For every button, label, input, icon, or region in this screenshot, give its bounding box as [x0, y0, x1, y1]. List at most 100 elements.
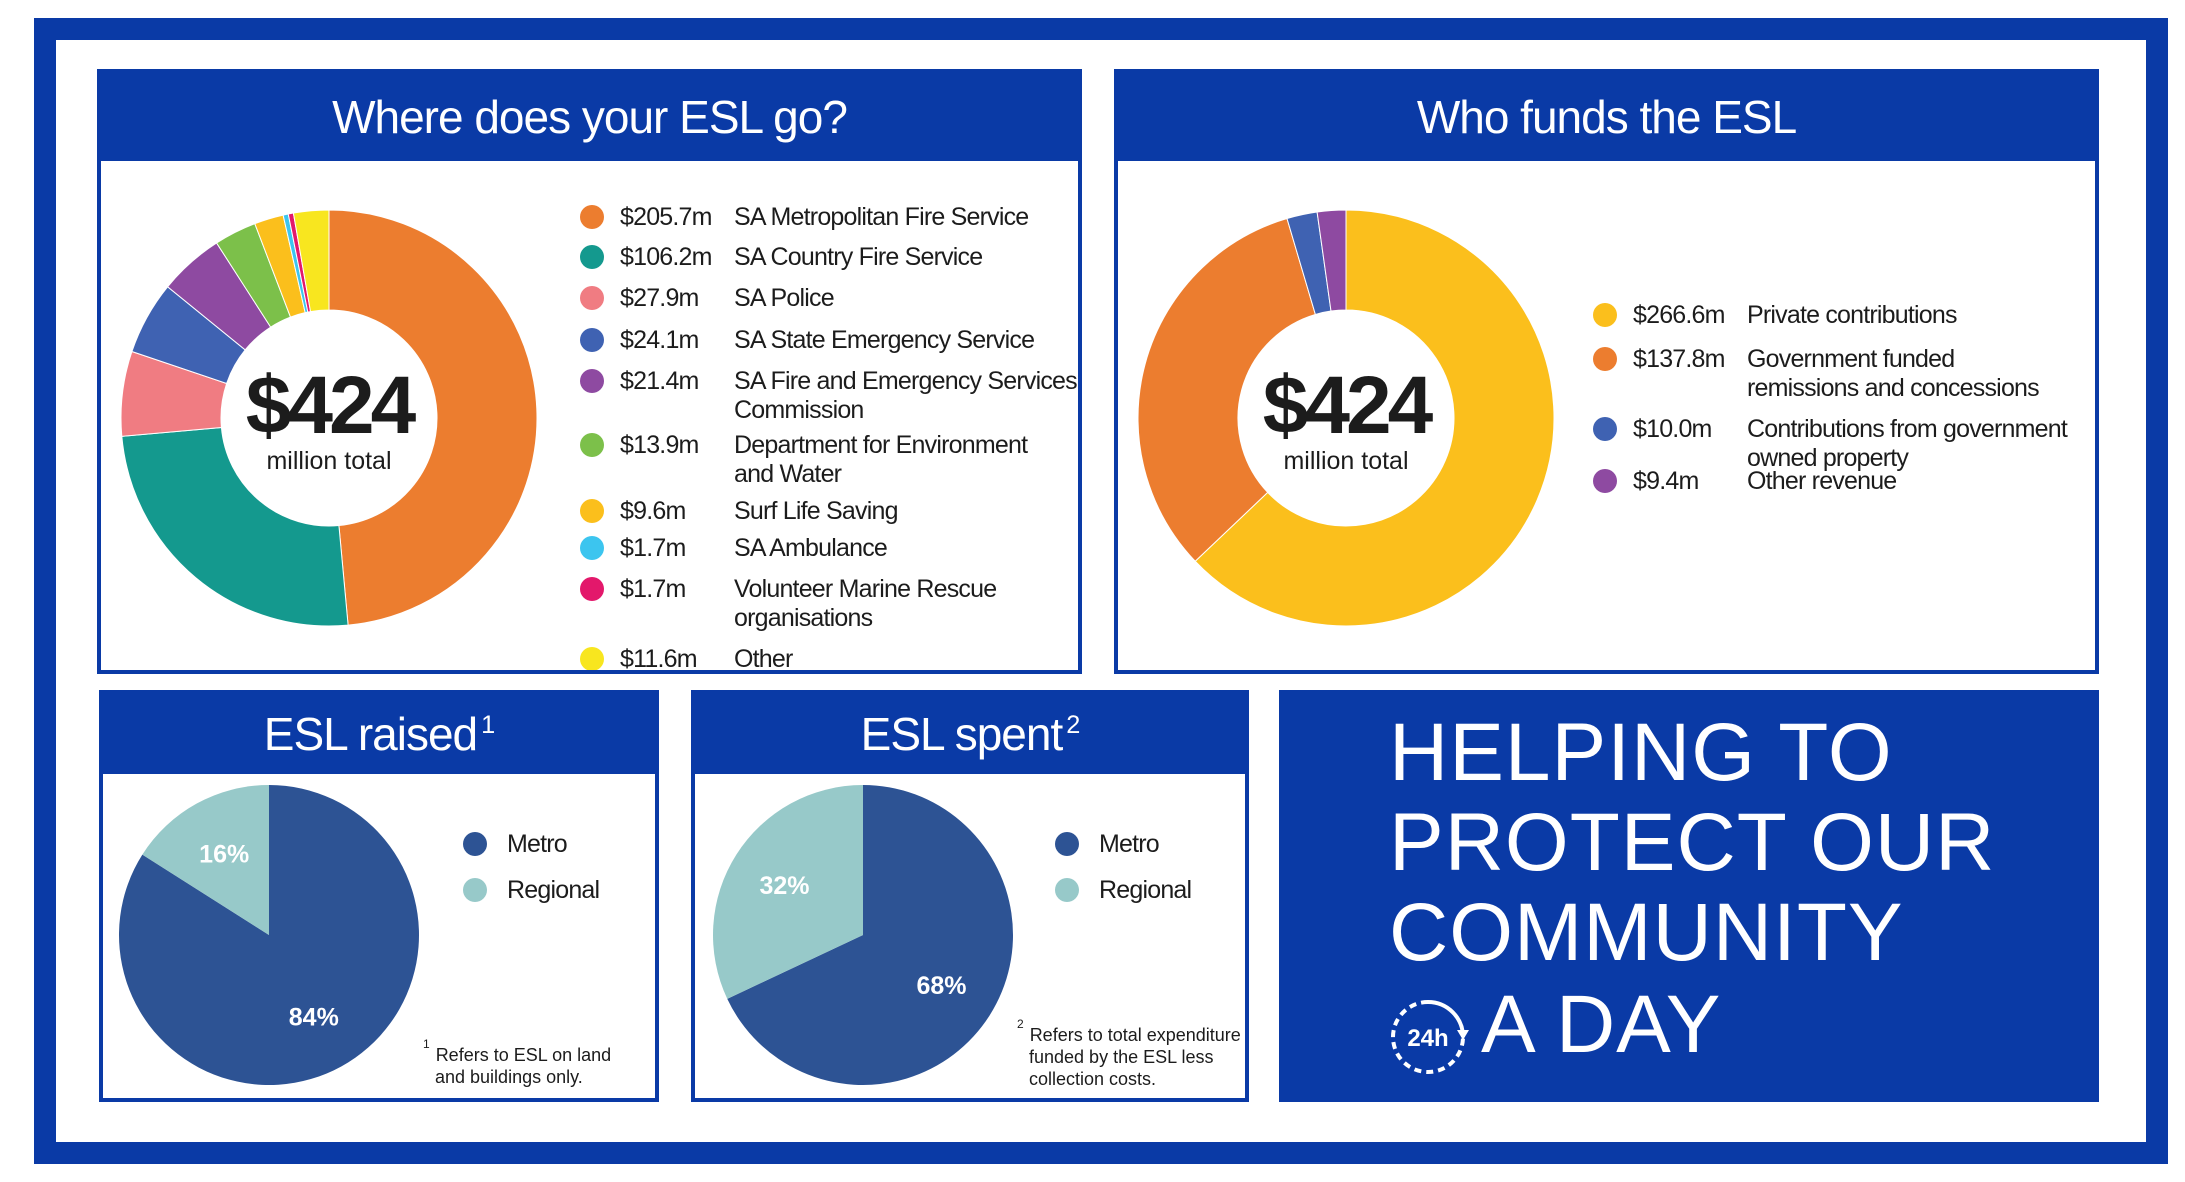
spent-legend-swatch-1 [1055, 832, 1079, 856]
where-legend-item-8: $1.7m SA Ambulance [580, 534, 888, 563]
who-center-label: $424 million total [1246, 360, 1446, 476]
where-legend-value-10: $11.6m [620, 645, 698, 673]
raised-note-mark: 1 [423, 1037, 430, 1051]
who-legend-value-4: $9.4m [1633, 467, 1699, 495]
who-legend-value-2: $137.8m [1633, 345, 1726, 373]
promo-line-4: A DAY [1481, 979, 1722, 1070]
spent-legend-item-2: Regional [1055, 876, 1192, 904]
where-legend-item-7: $9.6m Surf Life Saving [580, 497, 899, 526]
raised-footnote: 1 Refers to ESL on land and buildings onl… [423, 1037, 612, 1088]
where-donut-chart [120, 209, 538, 627]
who-legend-swatch-2 [1593, 347, 1617, 371]
spent-legend-item-1: Metro [1055, 830, 1160, 858]
panel-where-title: Where does your ESL go? [332, 91, 848, 143]
who-legend-label-4: Other revenue [1747, 467, 1897, 495]
where-legend-label-9: Volunteer Marine Rescue organisations [734, 575, 997, 632]
where-legend-label-3: SA Police [734, 284, 835, 312]
where-legend-swatch-7 [580, 499, 604, 523]
promo-line-3: COMMUNITY [1389, 887, 1904, 978]
where-legend-item-3: $27.9m SA Police [580, 284, 835, 313]
where-legend-swatch-10 [580, 647, 604, 670]
panel-raised-title-bar: ESL raised 1 [103, 694, 655, 774]
where-legend-value-6: $13.9m [620, 431, 699, 459]
where-legend-value-9: $1.7m [620, 575, 686, 603]
spent-note-mark: 2 [1017, 1017, 1024, 1031]
where-legend-label-8: SA Ambulance [734, 534, 888, 562]
where-legend-swatch-6 [580, 433, 604, 457]
raised-note-line2: and buildings only. [435, 1067, 583, 1087]
where-legend-value-1: $205.7m [620, 203, 713, 231]
where-legend-label-1: SA Metropolitan Fire Service [734, 203, 1029, 231]
where-center-value: $424 [245, 360, 416, 451]
promo-banner: HELPING TO PROTECT OUR COMMUNITY 24h A D… [1279, 690, 2099, 1102]
panel-who-title: Who funds the ESL [1416, 91, 1797, 143]
spent-slice-label-1: 68% [916, 972, 966, 1000]
where-legend-item-1: $205.7m SA Metropolitan Fire Service [580, 203, 1029, 232]
where-legend-label-5: SA Fire and Emergency Services Commission [734, 367, 1078, 424]
who-center-value: $424 [1262, 360, 1433, 451]
where-legend-swatch-4 [580, 328, 604, 352]
where-legend-swatch-8 [580, 536, 604, 560]
where-legend-value-5: $21.4m [620, 367, 699, 395]
where-slice-1 [328, 209, 538, 626]
where-legend-swatch-1 [580, 205, 604, 229]
spent-slice-1 [727, 785, 1013, 1085]
raised-legend-item-1: Metro [463, 830, 568, 858]
who-legend-label-3: Contributions from government owned prope… [1747, 415, 2068, 472]
where-legend-value-7: $9.6m [620, 497, 686, 525]
where-slice-10 [292, 209, 330, 313]
where-legend-item-6: $13.9m Department for Environment and Wate… [580, 431, 1028, 488]
raised-slice-label-1: 84% [289, 1003, 339, 1031]
where-legend-label-6: Department for Environment and Water [734, 431, 1028, 488]
who-slice-1 [1194, 209, 1555, 627]
raised-slice-label-2: 16% [199, 841, 249, 869]
who-slice-4 [1316, 209, 1347, 312]
clock-24h-text: 24h [1407, 1025, 1448, 1052]
where-center-caption: million total [266, 447, 392, 475]
who-legend-swatch-3 [1593, 417, 1617, 441]
panel-esl-spent: ESL spent 2 68% 32% Metro Regional 2Refers … [691, 690, 1249, 1102]
promo-line-1: HELPING TO [1389, 707, 1893, 798]
where-legend-label-7: Surf Life Saving [734, 497, 899, 525]
spent-footnote-mark: 2 [1066, 710, 1080, 739]
who-donut-chart [1137, 209, 1555, 627]
clock-24h-icon: 24h [1391, 1000, 1469, 1074]
spent-slice-label-2: 32% [759, 872, 809, 900]
spent-pie-chart: 68% 32% [713, 785, 1013, 1085]
promo-line-2: PROTECT OUR [1389, 797, 1996, 888]
who-slice-2 [1137, 217, 1316, 562]
spent-note-line1: Refers to total expenditure [1029, 1025, 1241, 1045]
spent-note-line3: collection costs. [1029, 1069, 1157, 1089]
where-legend-item-5: $21.4m SA Fire and Emergency Services Comm… [580, 367, 1078, 424]
where-legend-value-2: $106.2m [620, 243, 713, 271]
who-legend-swatch-4 [1593, 469, 1617, 493]
spent-footnote: 2 Refers to total expenditure funded by t… [1017, 1017, 1241, 1090]
who-legend-item-1: $266.6m Private contributions [1593, 301, 1958, 330]
who-legend-item-3: $10.0m Contributions from government owned… [1593, 415, 2068, 472]
panel-spent-title: ESL spent [860, 708, 1064, 760]
who-legend-label-1: Private contributions [1747, 301, 1958, 329]
where-legend-label-2: SA Country Fire Service [734, 243, 983, 271]
where-legend-value-3: $27.9m [620, 284, 699, 312]
who-legend-item-4: $9.4m Other revenue [1593, 467, 1897, 496]
panel-esl-raised: ESL raised 1 84% 16% Metro Regional 1Refers… [99, 690, 659, 1102]
raised-legend-item-2: Regional [463, 876, 600, 904]
panel-where-esl-goes: Where does your ESL go? $424 million tot… [97, 69, 1082, 674]
raised-footnote-mark: 1 [481, 710, 495, 739]
panel-who-funds-esl: Who funds the ESL $424 million total $26… [1114, 69, 2099, 674]
where-legend-item-9: $1.7m Volunteer Marine Rescue organisation… [580, 575, 997, 632]
panel-spent-title-bar: ESL spent 2 [695, 694, 1245, 774]
where-legend-value-8: $1.7m [620, 534, 686, 562]
where-legend-item-10: $11.6m Other [580, 645, 793, 673]
where-legend-item-2: $106.2m SA Country Fire Service [580, 243, 983, 272]
raised-slice-2 [142, 785, 269, 935]
panel-raised-title: ESL raised [263, 708, 478, 760]
raised-legend-label-1: Metro [507, 830, 568, 858]
raised-pie-chart: 84% 16% [118, 785, 420, 1085]
raised-note-line1: Refers to ESL on land [435, 1045, 612, 1065]
who-center-caption: million total [1283, 447, 1409, 475]
spent-note-line2: funded by the ESL less [1029, 1047, 1214, 1067]
who-legend-value-1: $266.6m [1633, 301, 1726, 329]
where-legend-swatch-9 [580, 577, 604, 601]
where-center-label: $424 million total [229, 360, 429, 476]
